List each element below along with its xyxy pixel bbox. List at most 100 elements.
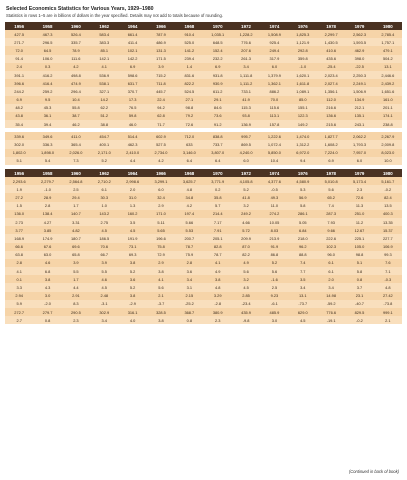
table-cell: 3.8 bbox=[129, 293, 136, 299]
year-header: 1979 bbox=[354, 23, 365, 29]
table-cell: 2.3 bbox=[356, 186, 363, 192]
table-cell: 2,249.1 bbox=[353, 80, 366, 86]
table-cell: 4.4 bbox=[73, 285, 79, 291]
year-header: 1974 bbox=[269, 170, 280, 176]
table-cell: 35.4 bbox=[15, 121, 23, 127]
table-cell: 152.4 bbox=[212, 47, 223, 53]
table-cell: 10.4 bbox=[270, 158, 279, 164]
table-cell: 1,228.2 bbox=[239, 31, 253, 37]
table-cell: 7.4 bbox=[328, 203, 334, 209]
table-cell: 5.5 bbox=[73, 268, 79, 274]
table-cell: 5.6 bbox=[158, 285, 164, 291]
table-cell: 1,611.8 bbox=[296, 80, 310, 86]
table-cell: 2.5 bbox=[73, 186, 79, 192]
table-cell: 134.9 bbox=[354, 97, 365, 103]
table-row: 6.9 9.5 10.4 14.2 17.3 22.4 27.1 29.1 41.9 70.0 85… bbox=[5, 95, 402, 104]
table-cell: 5.1 bbox=[16, 158, 22, 164]
table-cell: 48.2 bbox=[15, 105, 23, 111]
table-cell: 9.23 bbox=[270, 293, 279, 299]
table-cell: 215.6 bbox=[326, 121, 336, 127]
table-cell: 140.7 bbox=[71, 211, 81, 217]
table-cell: 6.4 bbox=[214, 158, 221, 164]
table-cell: 93.8 bbox=[242, 113, 250, 119]
table-cell: 2,446.6 bbox=[381, 72, 395, 78]
table-cell: 205.1 bbox=[212, 235, 223, 241]
table-cell: 39.4 bbox=[43, 121, 52, 127]
table-cell: 4.1 bbox=[158, 276, 164, 282]
table-row: 0.1 3.8 1.7 4.6 3.6 4.1 3.4 3.8 3.2 -1.6 3.5 2.0 0.8… bbox=[5, 275, 402, 284]
table-cell: 3.8 bbox=[214, 276, 221, 282]
table-cell: 3.1 bbox=[186, 285, 193, 291]
table-cell: 49.3 bbox=[270, 194, 279, 200]
table-cell: 51.2 bbox=[100, 113, 109, 119]
table-cell: -73.8 bbox=[383, 301, 393, 307]
table-cell: 5.65 bbox=[157, 227, 165, 233]
table-cell: 514.4 bbox=[127, 133, 138, 139]
table-cell: 249.4 bbox=[269, 47, 280, 53]
table-row: 272.7 279.7 290.5 302.9 316.1 328.5 368.7 380.9… bbox=[5, 308, 402, 317]
table-cell: 5.6 bbox=[243, 268, 249, 274]
year-header: 1978 bbox=[326, 170, 337, 176]
table-cell: 479.1 bbox=[382, 47, 393, 53]
table-cell: 3.2 bbox=[243, 203, 249, 209]
table-cell: 4.27 bbox=[43, 219, 52, 225]
table-cell: 9.4 bbox=[300, 158, 306, 164]
table-cell: 9.66 bbox=[327, 227, 335, 233]
table-cell: 365.4 bbox=[71, 142, 81, 148]
table-cell: 400.3 bbox=[382, 211, 393, 217]
table-cell: 2.1 bbox=[158, 293, 164, 299]
table-cell: 661.4 bbox=[127, 31, 138, 37]
table-cell: 13.1 bbox=[298, 293, 307, 299]
section-divider bbox=[5, 128, 402, 133]
table-cell: 105.0 bbox=[354, 244, 365, 250]
table-cell: -23.4 bbox=[241, 301, 251, 307]
table-cell: 1,089.1 bbox=[296, 88, 310, 94]
year-header-row: 1956 1958 1960 1962 1964 1966 1968 1970 1972 1974… bbox=[5, 22, 402, 30]
table-cell: 6.1 bbox=[101, 186, 107, 192]
table-cell: 98.8 bbox=[355, 252, 364, 258]
table-cell: 29.1 bbox=[213, 97, 222, 103]
table-row: 339.6 349.6 411.0 454.7 514.4 602.9 712.0 838.8… bbox=[5, 132, 402, 141]
table-cell: 115.6 bbox=[269, 105, 280, 111]
table-cell: 527.5 bbox=[156, 142, 166, 148]
table-cell: 1.5 bbox=[16, 203, 22, 209]
table-cell: 5.3 bbox=[300, 186, 306, 192]
table-cell: 462.9 bbox=[354, 47, 365, 53]
table-cell: 63.0 bbox=[43, 252, 52, 258]
table-cell: 23.1 bbox=[355, 293, 364, 299]
table-cell: 349.6 bbox=[42, 133, 53, 139]
table-cell: 2.8 bbox=[16, 260, 22, 266]
table-cell: 302.0 bbox=[14, 142, 25, 148]
table-cell: 3.2 bbox=[243, 276, 249, 282]
table-cell: 2,785.4 bbox=[381, 31, 395, 37]
table-cell: 7,957.0 bbox=[353, 150, 366, 156]
table-cell: 2,279.7 bbox=[41, 178, 55, 184]
table-cell: 86.8 bbox=[270, 252, 279, 258]
table-cell: 216.6 bbox=[326, 105, 336, 111]
table-cell: 999.1 bbox=[382, 309, 393, 315]
table-cell: 359.8 bbox=[297, 56, 308, 62]
table-cell: 787.9 bbox=[156, 31, 166, 37]
table-row: 244.2 259.2 296.4 327.1 370.7 445.7 524.5 611.2… bbox=[5, 87, 402, 96]
table-cell: 73.6 bbox=[213, 113, 222, 119]
table-cell: 249.2 bbox=[241, 211, 251, 217]
table-cell: 733.7 bbox=[212, 142, 223, 148]
table-cell: -2.8 bbox=[214, 301, 222, 307]
table-cell: 2.4 bbox=[16, 64, 22, 70]
table-cell: 1,222.6 bbox=[267, 133, 281, 139]
table-cell: 398.0 bbox=[354, 56, 365, 62]
table-cell: 3.0 bbox=[44, 293, 51, 299]
year-header-row: 1956 1958 1960 1962 1964 1966 1968 1970 1972 1974… bbox=[5, 169, 402, 177]
table-cell: 14.2 bbox=[100, 97, 109, 103]
table-cell: 142.2 bbox=[127, 56, 138, 62]
year-header: 1968 bbox=[184, 170, 195, 176]
table-cell: 4.9 bbox=[214, 268, 221, 274]
table-cell: 1,825.3 bbox=[296, 31, 310, 37]
table-cell: 72.9 bbox=[157, 252, 165, 258]
table-cell: 995.7 bbox=[241, 133, 251, 139]
table-cell: 869.5 bbox=[241, 142, 251, 148]
table-cell: 106.0 bbox=[42, 56, 53, 62]
table-cell: 72.0 bbox=[15, 47, 23, 53]
year-header: 1958 bbox=[42, 170, 53, 176]
table-cell: 62.8 bbox=[157, 113, 165, 119]
